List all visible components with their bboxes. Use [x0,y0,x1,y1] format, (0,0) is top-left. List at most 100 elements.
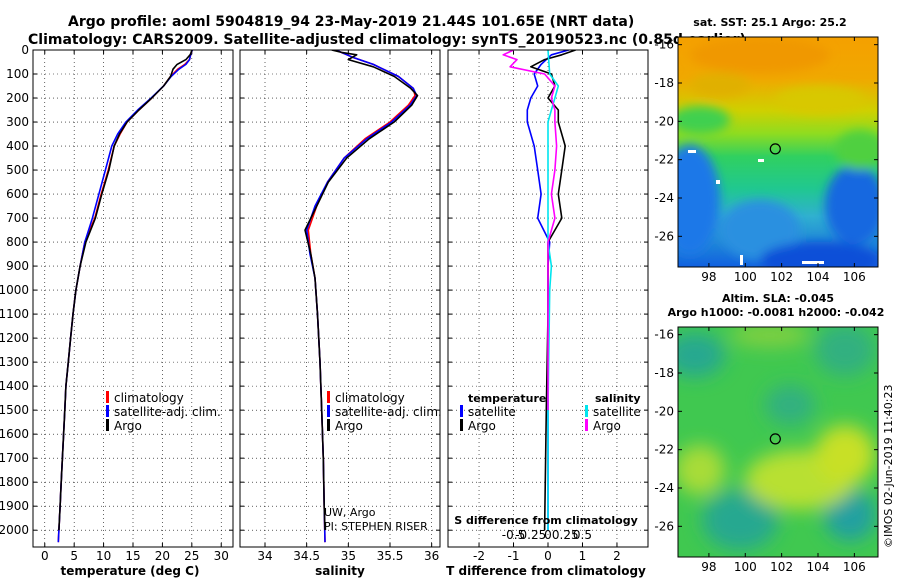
series-line-climatology [307,50,416,543]
x-tick-label: 0 [544,549,552,563]
legend-marker-s-satellite [585,405,588,417]
difference-axes-frame [447,49,649,548]
y-tick-label: 1500 [0,403,29,417]
sst-cloud-gap [802,261,824,264]
y-tick-label: 500 [6,163,29,177]
y-tick-label: 600 [6,187,29,201]
legend-marker-t-satellite [460,405,463,417]
lat-tick-label: -20 [654,404,674,418]
legend-label-s-argo: Argo [593,419,621,433]
lat-tick-label: -24 [654,191,674,205]
salinity-grid [240,49,440,547]
legend-label-satellite: satellite-adj. clim. [114,405,221,419]
y-tick-label: 400 [6,139,29,153]
y-tick-label: 900 [6,259,29,273]
sst-lat-ticks: -16 -18 -20 -22 -24 -26 [654,38,878,243]
x-tick-label: 25 [184,549,199,563]
y-tick-label: 1700 [0,451,29,465]
s-diff-tick-label: -0.5 [502,528,525,542]
lat-tick-label: -24 [654,481,674,495]
sst-map-title: sat. SST: 25.1 Argo: 25.2 [693,16,846,29]
temperature-grid [33,49,233,547]
lon-tick-label: 100 [734,560,757,574]
difference-panel: -2 -1 0 1 2 -0.5-0.250 0.250.5 T difference f… [446,49,649,578]
x-tick-label: 2 [613,549,621,563]
sst-cloud-gap [740,255,743,265]
lat-tick-label: -18 [654,366,674,380]
s-difference-x-ticks: -0.5-0.250 0.250.5 [502,528,592,542]
s-difference-xlabel: S difference from climatology [454,514,638,527]
legend-marker-climatology [106,391,109,403]
legend-title-temperature: temperature [468,392,546,405]
y-tick-label: 1200 [0,331,29,345]
y-tick-label: 1800 [0,475,29,489]
x-tick-label: 36 [424,549,439,563]
pi-name: PI: STEPHEN RISER [324,520,428,533]
lat-tick-label: -22 [654,153,674,167]
sla-map-title: Altim. SLA: -0.045 [722,292,834,305]
salinity-legend: climatology satellite-adj. clim. Argo [327,391,442,433]
legend-marker-argo [327,419,330,431]
series-line-argo [58,50,193,531]
imos-watermark: ©IMOS 02-Jun-2019 11:40:23 [882,384,895,548]
sst-cloud-gap [688,150,696,153]
t-difference-x-ticks: -2 -1 0 1 2 [473,549,621,563]
series-line-salinity-satellite [547,50,560,531]
sst-field [678,37,878,267]
lon-tick-label: 106 [843,560,866,574]
pressure-ticks: 0 100 200 300 400 500 600 700 800 900 1000 1100 1200… [0,43,29,537]
temperature-xlabel: temperature (deg C) [61,564,200,578]
x-tick-label: 35 [341,549,356,563]
legend-marker-s-argo [585,419,588,431]
salinity-xlabel: salinity [315,564,365,578]
sla-map-panel: Altim. SLA: -0.045 Argo h1000: -0.0081 h… [654,292,884,574]
y-tick-label: 2000 [0,523,29,537]
temperature-difference-legend: temperature satellite Argo [460,392,546,433]
lat-tick-label: -26 [654,229,674,243]
series-line-salinity-argo [502,50,558,411]
legend-label-argo: Argo [114,419,142,433]
sla-map-subtitle: Argo h1000: -0.0081 h2000: -0.042 [668,306,885,319]
x-tick-label: 15 [125,549,140,563]
temperature-series [57,50,194,543]
s-diff-tick-label: -0.25 [515,528,546,542]
y-tick-label: 300 [6,115,29,129]
salinity-series [304,50,419,543]
y-tick-label: 700 [6,211,29,225]
legend-title-salinity: salinity [595,392,641,405]
sla-map-frame [677,326,879,558]
sst-cloud-gap [758,159,764,162]
salinity-panel: 34 34.5 35 35.5 36 salinity climatology sate… [239,49,442,578]
legend-marker-satellite [106,405,109,417]
series-line-argo [304,50,419,531]
sst-map-frame [677,36,879,268]
legend-label-s-satellite: satellite [593,405,641,419]
lon-tick-label: 102 [770,270,793,284]
lat-tick-label: -20 [654,114,674,128]
sla-float-position-marker [769,433,781,445]
sla-field [678,327,878,557]
x-tick-label: 20 [155,549,170,563]
lat-tick-label: -16 [654,38,674,52]
s-diff-tick-label: 0.5 [573,528,592,542]
lon-tick-label: 100 [734,270,757,284]
temperature-x-ticks: 0 5 10 15 20 25 30 [41,549,229,563]
x-tick-label: 30 [214,549,229,563]
y-tick-label: 1000 [0,283,29,297]
lon-tick-label: 98 [701,270,716,284]
sla-lat-ticks: -16 -18 -20 -22 -24 -26 [654,328,878,533]
lat-tick-label: -26 [654,519,674,533]
y-tick-label: 1300 [0,355,29,369]
lon-tick-label: 106 [843,270,866,284]
s-diff-tick-label: 0.25 [552,528,579,542]
legend-label-t-argo: Argo [468,419,496,433]
legend-marker-argo [106,419,109,431]
x-tick-label: -2 [473,549,485,563]
legend-marker-t-argo [460,419,463,431]
title-line2: Climatology: CARS2009. Satellite-adjuste… [28,32,746,48]
lat-tick-label: -22 [654,443,674,457]
lat-tick-label: -16 [654,328,674,342]
salinity-axes-frame [239,49,441,548]
title-line1: Argo profile: aoml 5904819_94 23-May-201… [68,14,634,30]
lon-tick-label: 98 [701,560,716,574]
